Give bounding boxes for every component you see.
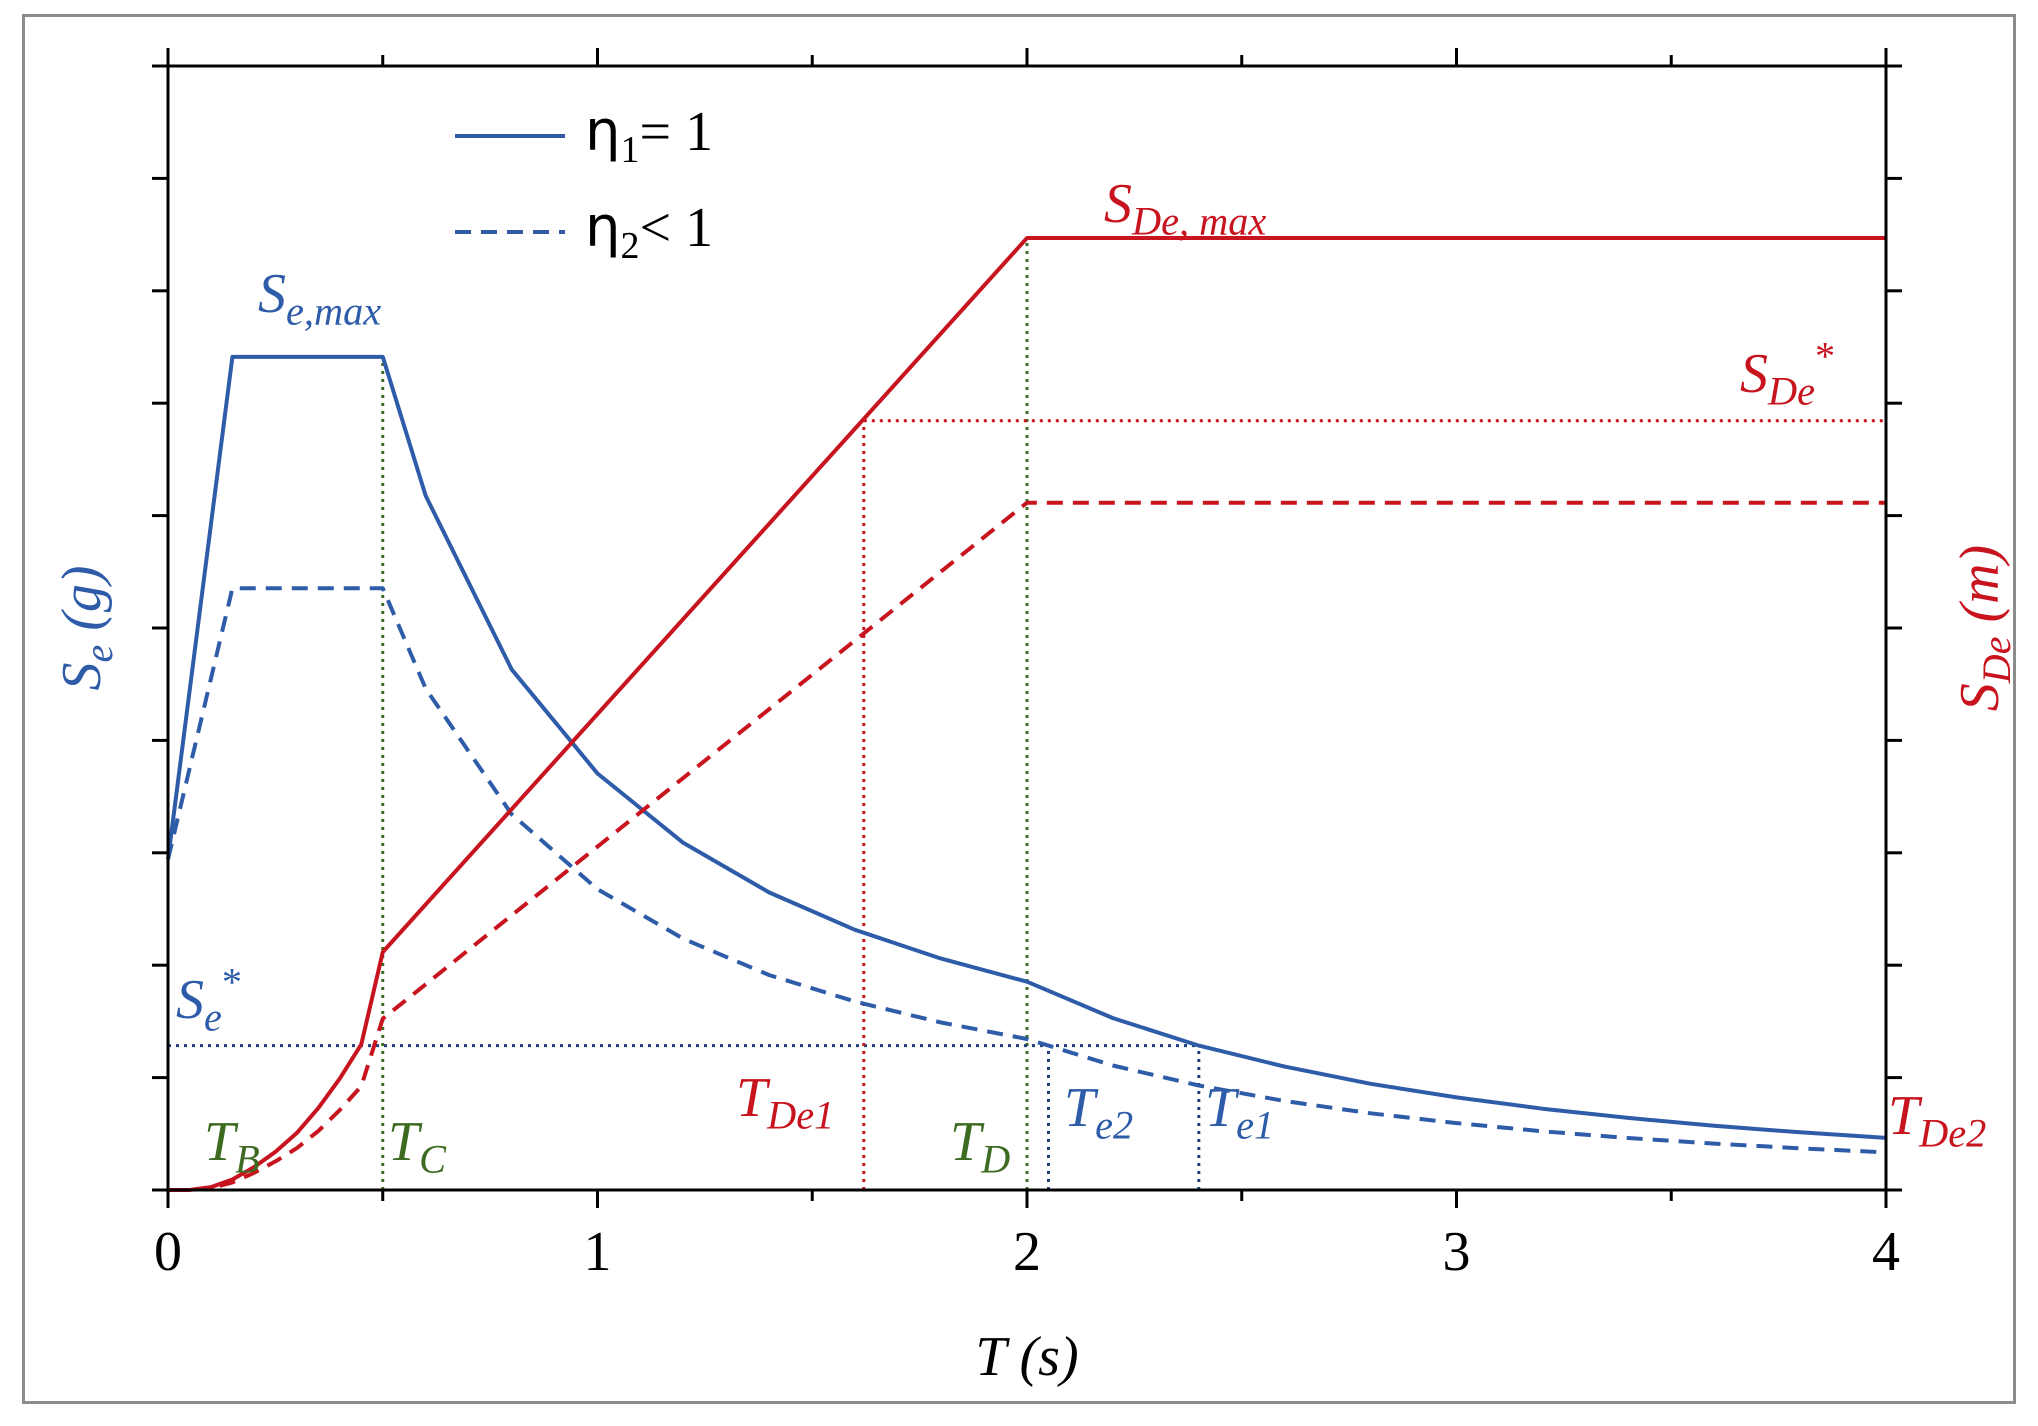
text-layer: 0 1 2 3 4 T (s) Se (g) SDe (m) η1= 1 η2< 1 Se,max S… bbox=[51, 99, 2019, 1388]
x-tick-label: 0 bbox=[154, 1221, 182, 1283]
label-tc: TC bbox=[388, 1111, 447, 1181]
label-sde-star: SDe* bbox=[1740, 334, 1835, 414]
label-te2: Te2 bbox=[1064, 1077, 1133, 1147]
series-line-4 bbox=[168, 500, 1886, 1192]
axes-layer bbox=[152, 48, 1902, 1208]
label-td: TD bbox=[950, 1111, 1010, 1181]
x-tick-label: 1 bbox=[584, 1221, 612, 1283]
y-axis-title-left: Se (g) bbox=[51, 565, 121, 690]
x-tick-label: 4 bbox=[1872, 1221, 1900, 1283]
label-tde2: TDe2 bbox=[1888, 1085, 1986, 1155]
label-sde-max: SDe, max bbox=[1104, 173, 1266, 243]
series-line-2 bbox=[166, 586, 1887, 1155]
label-te1: Te1 bbox=[1205, 1077, 1274, 1147]
y-axis-title-right: SDe (m) bbox=[1949, 545, 2019, 711]
legend-label-2: η2< 1 bbox=[585, 195, 713, 267]
series-line-3 bbox=[168, 236, 1886, 1192]
x-axis-title: T (s) bbox=[975, 1326, 1078, 1388]
curves-layer bbox=[166, 236, 1888, 1192]
series-line-1 bbox=[166, 354, 1887, 1140]
x-tick-label: 3 bbox=[1443, 1221, 1471, 1283]
label-tde1: TDe1 bbox=[736, 1067, 834, 1137]
x-tick-label: 2 bbox=[1013, 1221, 1041, 1283]
label-tb: TB bbox=[204, 1111, 260, 1181]
figure-frame bbox=[22, 14, 2016, 1404]
legend-label-1: η1= 1 bbox=[585, 99, 713, 171]
label-se-max: Se,max bbox=[258, 263, 381, 333]
label-se-star: Se* bbox=[176, 960, 242, 1040]
